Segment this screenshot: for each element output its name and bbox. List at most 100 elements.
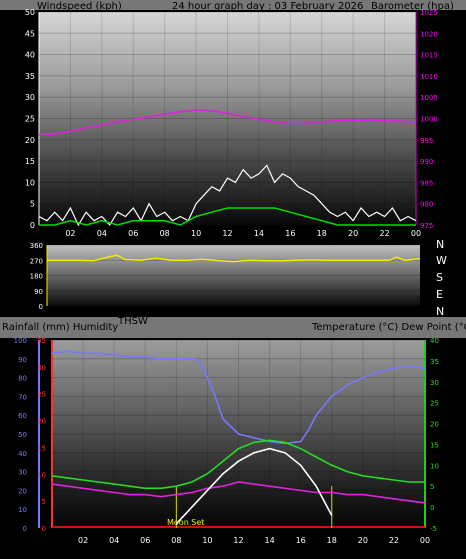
- humidity-y-tick-10: 100: [14, 337, 27, 345]
- temp-x-tick-4: 10: [202, 536, 212, 545]
- wind-y-tick-5: 25: [25, 115, 35, 124]
- moon-set-label: Moon Set: [167, 518, 204, 527]
- wind-y-tick-4: 20: [25, 136, 35, 145]
- wind-y-tick-10: 50: [25, 8, 35, 17]
- temperature-series: [51, 350, 426, 528]
- temp-y-tick-1: 0: [430, 504, 434, 512]
- wind-x-tick-7: 16: [285, 229, 295, 238]
- wind-y-tick-8: 40: [25, 51, 35, 60]
- thsw-label: THSW: [117, 316, 148, 327]
- humidity-y-tick-1: 10: [18, 506, 27, 514]
- humidity-y-tick-3: 30: [18, 469, 27, 477]
- barometer-y-tick-6: 1005: [420, 94, 438, 102]
- temp-y-tick-9: 40: [430, 337, 439, 345]
- rain-y-tick-1: 5: [42, 498, 46, 506]
- barometer-y-tick-8: 1015: [420, 52, 438, 60]
- temperature-tick-labels: 010203040506070809010005101520253035-505…: [14, 337, 439, 545]
- wind-y-tick-9: 45: [25, 29, 35, 38]
- wind-y-tick-0: 0: [30, 221, 35, 230]
- temp-x-tick-7: 16: [296, 536, 306, 545]
- temp-y-tick-8: 35: [430, 358, 439, 366]
- temperature-dewpoint-axis-title: Temperature (°C) Dew Point (°C): [311, 322, 466, 333]
- wind-x-tick-1: 04: [97, 229, 107, 238]
- wind-x-tick-3: 08: [160, 229, 170, 238]
- temp-x-tick-0: 02: [78, 536, 88, 545]
- temperature-line: [51, 439, 425, 490]
- humidity-y-tick-8: 80: [18, 375, 27, 383]
- wind-gridlines: [39, 11, 417, 226]
- direction-y-tick-0: 0: [39, 303, 43, 311]
- wind-x-tick-11: 00: [411, 229, 421, 238]
- direction-plot-area: [47, 245, 420, 306]
- temp-x-tick-6: 14: [264, 536, 274, 545]
- temp-x-tick-1: 04: [109, 536, 119, 545]
- rain-y-tick-3: 15: [37, 444, 46, 452]
- wind-direction-line: [47, 254, 421, 263]
- rain-y-tick-7: 35: [37, 337, 46, 345]
- wind-y-tick-1: 5: [30, 200, 35, 209]
- compass-label-n-top: N: [436, 238, 444, 251]
- rain-y-tick-6: 30: [37, 364, 46, 372]
- rain-y-tick-4: 20: [37, 418, 46, 426]
- direction-tick-labels: 0 90 180 270 360: [30, 242, 43, 311]
- compass-label-s: S: [436, 271, 443, 284]
- wind-y-tick-2: 10: [25, 178, 35, 187]
- temp-y-tick-3: 10: [430, 462, 439, 470]
- windspeed-axis-title: Windspeed (kph): [37, 1, 122, 12]
- temp-y-tick-0: -5: [430, 525, 437, 533]
- wind-x-tick-2: 06: [128, 229, 138, 238]
- humidity-line: [51, 350, 426, 445]
- graph-title: 24 hour graph day : 03 February 2026: [172, 1, 363, 12]
- wind-tick-labels: 0510152025303540455097598098599099510001…: [25, 8, 438, 238]
- barometer-y-tick-3: 990: [420, 158, 433, 166]
- wind-x-tick-0: 02: [65, 229, 75, 238]
- compass-label-e: E: [436, 288, 443, 301]
- wind-x-tick-5: 12: [222, 229, 232, 238]
- temp-y-tick-4: 15: [430, 441, 439, 449]
- humidity-y-tick-5: 50: [18, 431, 27, 439]
- wind-plot-area: [39, 12, 416, 225]
- barometer-y-tick-2: 985: [420, 179, 433, 187]
- barometer-y-tick-4: 995: [420, 137, 433, 145]
- rain-y-tick-0: 0: [42, 525, 46, 533]
- barometer-y-tick-10: 1025: [420, 9, 438, 17]
- dew-point-line: [51, 481, 426, 504]
- humidity-y-tick-4: 40: [18, 450, 27, 458]
- wind-y-tick-3: 15: [25, 157, 35, 166]
- humidity-y-tick-0: 0: [23, 525, 27, 533]
- compass-label-n-bottom: N: [436, 305, 444, 318]
- direction-y-tick-4: 360: [30, 242, 43, 250]
- barometer-y-tick-9: 1020: [420, 30, 438, 38]
- direction-y-tick-2: 180: [30, 273, 43, 281]
- rainfall-bar: [52, 526, 425, 528]
- wind-y-tick-7: 35: [25, 72, 35, 81]
- temp-x-tick-9: 20: [358, 536, 368, 545]
- temp-y-tick-2: 5: [430, 483, 434, 491]
- temp-x-tick-11: 00: [420, 536, 430, 545]
- direction-y-tick-1: 90: [34, 288, 43, 296]
- direction-y-tick-3: 270: [30, 257, 43, 265]
- direction-gridlines: [47, 244, 420, 307]
- wind-x-tick-6: 14: [254, 229, 264, 238]
- barometer-axis-title: Barometer (hpa): [371, 1, 454, 12]
- direction-series: [47, 254, 421, 263]
- temp-x-tick-5: 12: [233, 536, 243, 545]
- humidity-y-tick-9: 90: [18, 356, 27, 364]
- wind-x-tick-4: 10: [191, 229, 201, 238]
- compass-label-w: W: [436, 254, 447, 267]
- wind-x-tick-9: 20: [348, 229, 358, 238]
- wind-average-line: [39, 207, 416, 226]
- barometer-y-tick-7: 1010: [420, 73, 438, 81]
- barometer-y-tick-0: 975: [420, 222, 433, 230]
- barometer-y-tick-5: 1000: [420, 116, 438, 124]
- wind-x-tick-8: 18: [317, 229, 327, 238]
- temp-y-tick-7: 30: [430, 379, 439, 387]
- barometer-line: [38, 109, 417, 136]
- wind-series: [38, 109, 417, 227]
- temp-x-tick-8: 18: [327, 536, 337, 545]
- wind-y-tick-6: 30: [25, 93, 35, 102]
- temp-x-tick-3: 08: [171, 536, 181, 545]
- humidity-y-tick-6: 60: [18, 412, 27, 420]
- rain-y-tick-5: 25: [37, 391, 46, 399]
